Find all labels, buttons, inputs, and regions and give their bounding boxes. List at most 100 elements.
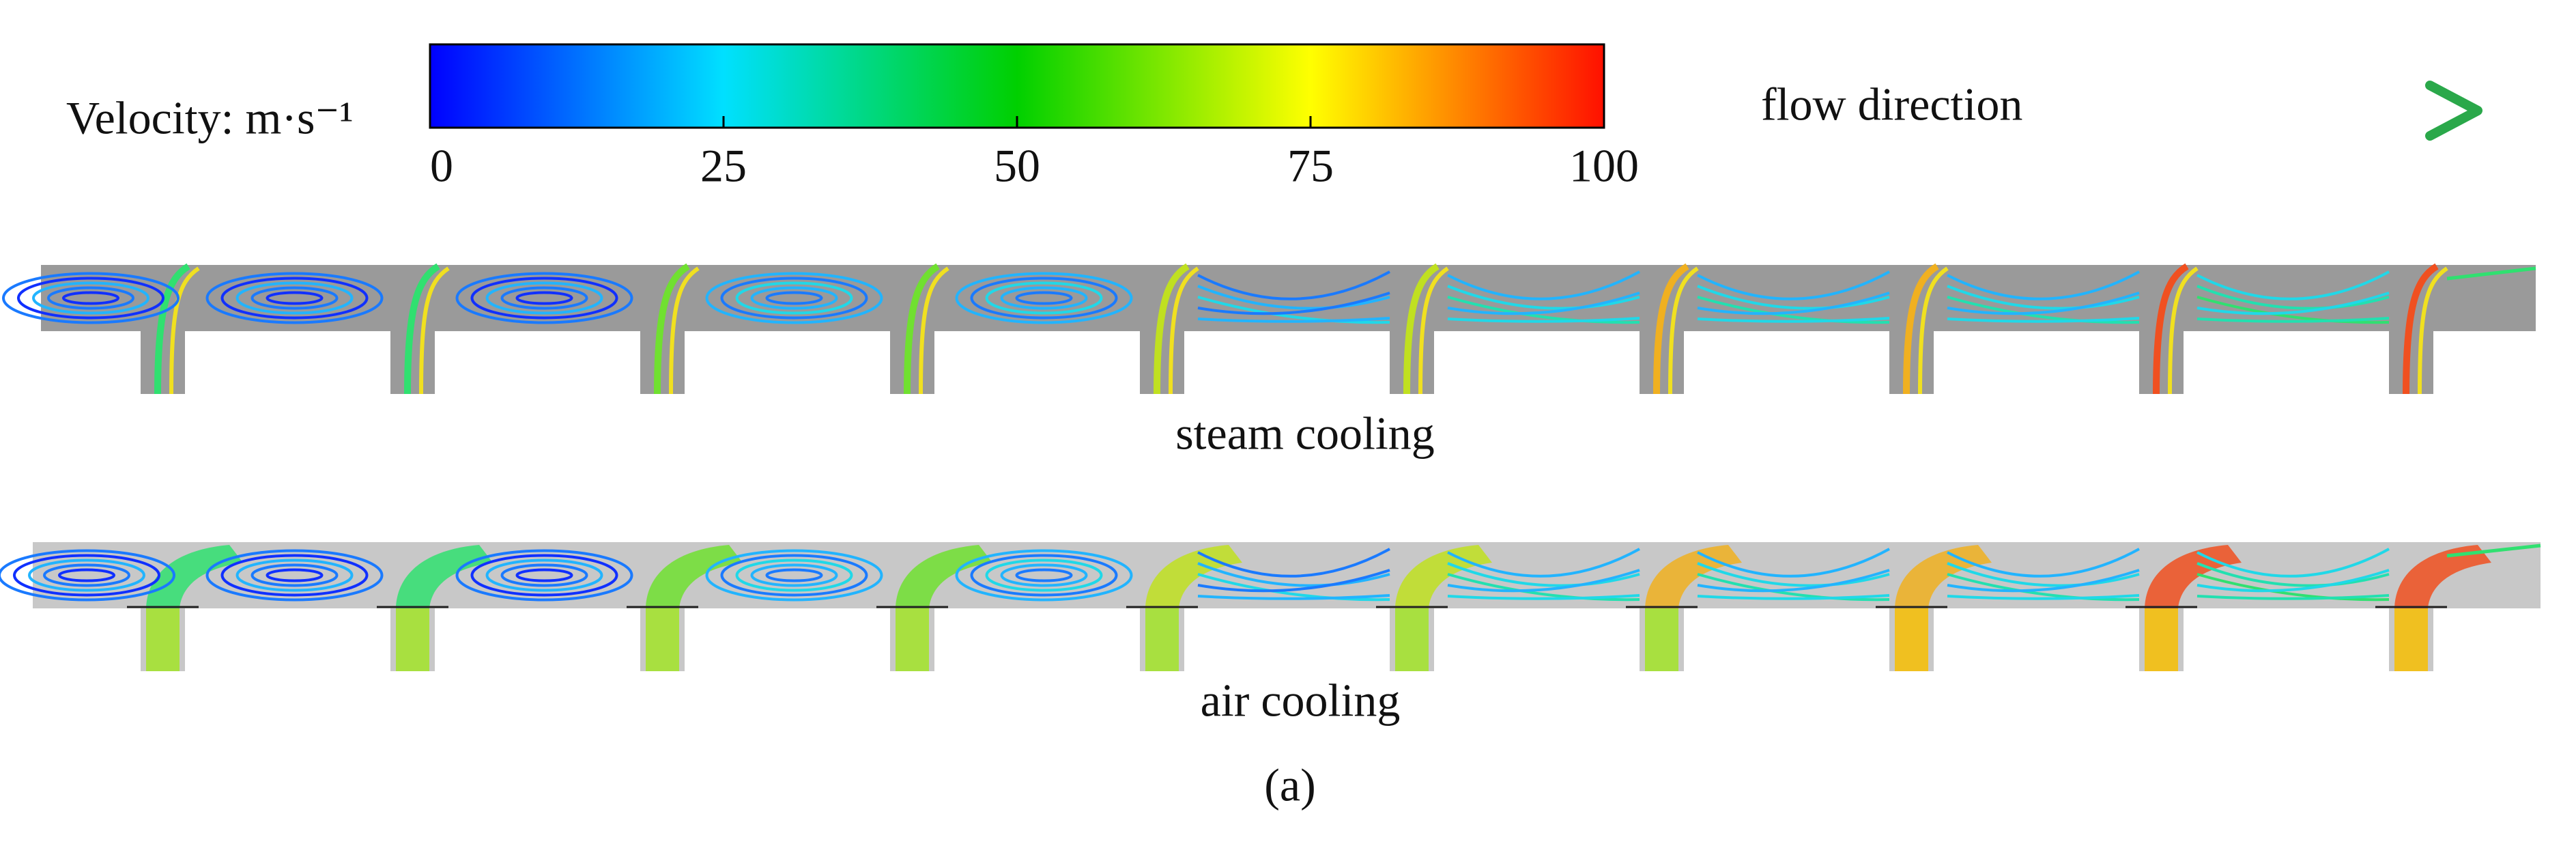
vortex [266, 568, 324, 582]
streamline [1697, 594, 1890, 600]
streamline [2196, 296, 2390, 324]
vortex [1015, 291, 1073, 305]
jet [1645, 608, 1678, 671]
streamline [2196, 317, 2390, 323]
streamline [1197, 270, 1390, 300]
jet [1169, 266, 1199, 395]
streamline [1447, 594, 1640, 600]
streamline [2196, 569, 2390, 593]
vortex [705, 272, 883, 324]
vortex [220, 554, 369, 597]
streamline [1697, 292, 1890, 315]
vortex [0, 549, 175, 602]
jet [2145, 608, 2178, 671]
streamline [1947, 562, 2140, 587]
jet [654, 263, 690, 395]
vortex [970, 554, 1118, 597]
vortex [28, 559, 145, 592]
flow-label: flow direction [1761, 79, 2022, 130]
streamline [1697, 270, 1890, 300]
air-panel [0, 542, 2541, 671]
vortex [32, 281, 149, 315]
vortex [455, 549, 633, 602]
streamline [1947, 270, 2140, 300]
jet [2418, 266, 2448, 395]
vortex [47, 286, 134, 310]
streamline [1947, 317, 2140, 323]
streamline [1947, 548, 2140, 578]
streamline [1947, 285, 2140, 310]
vortex [720, 277, 868, 320]
vortex [735, 281, 853, 315]
jet [154, 263, 190, 395]
streamline [1947, 569, 2140, 593]
jet [396, 608, 429, 671]
jet [919, 266, 949, 395]
streamline [1197, 292, 1390, 315]
streamline [1197, 573, 1390, 602]
streamline [1947, 573, 2140, 602]
vortex [470, 554, 618, 597]
vortex [251, 563, 339, 587]
colorbar-ticks: 0 25 50 75 100 [429, 116, 1639, 192]
vortex [500, 286, 588, 310]
tick-label: 75 [1287, 140, 1334, 192]
streamline [1697, 548, 1890, 578]
tick-label: 25 [700, 140, 747, 192]
streamline [1697, 317, 1890, 323]
jet [1145, 608, 1179, 671]
vortex [720, 554, 868, 597]
streamline [2196, 270, 2390, 300]
vortex [705, 549, 883, 602]
streamline [1697, 296, 1890, 324]
vortex [765, 291, 823, 305]
streamline [1447, 292, 1640, 315]
jet [1154, 263, 1190, 395]
streamline [1947, 594, 2140, 600]
jet [1668, 266, 1699, 395]
jet [669, 266, 700, 395]
streamline [2446, 266, 2536, 281]
vortex [970, 277, 1118, 320]
vortex [515, 568, 573, 582]
streamline [2196, 573, 2390, 602]
jet [904, 263, 940, 395]
arrow-head [2425, 81, 2482, 141]
jet [1903, 263, 1939, 395]
vortex [750, 286, 838, 310]
vortex [470, 277, 618, 320]
jet [896, 545, 992, 608]
vortex [205, 272, 384, 324]
streamline [1447, 296, 1640, 324]
streamline [1197, 296, 1390, 324]
vortex [765, 568, 823, 582]
streamline [1447, 562, 1640, 587]
jet [2153, 263, 2189, 395]
streamline [1197, 594, 1390, 600]
jet [1895, 608, 1928, 671]
vortex [1015, 568, 1073, 582]
streamline [1947, 296, 2140, 324]
jet [646, 608, 679, 671]
vortex [985, 559, 1103, 592]
vortex [985, 281, 1103, 315]
jet [1653, 263, 1689, 395]
steam-panel [2, 263, 2536, 395]
jet [896, 608, 929, 671]
vortex [13, 554, 160, 597]
jet [404, 263, 440, 395]
vortex [58, 568, 115, 582]
jet [146, 545, 243, 608]
streamline [1447, 573, 1640, 602]
vortex [955, 549, 1133, 602]
streamline [1697, 573, 1890, 602]
jet [2394, 545, 2491, 608]
vortex [1000, 286, 1088, 310]
vortex [251, 286, 339, 310]
streamline [2196, 285, 2390, 310]
flow-arrow [2082, 81, 2482, 141]
streamline [2446, 544, 2541, 558]
vortex [455, 272, 633, 324]
vortex [735, 559, 853, 592]
